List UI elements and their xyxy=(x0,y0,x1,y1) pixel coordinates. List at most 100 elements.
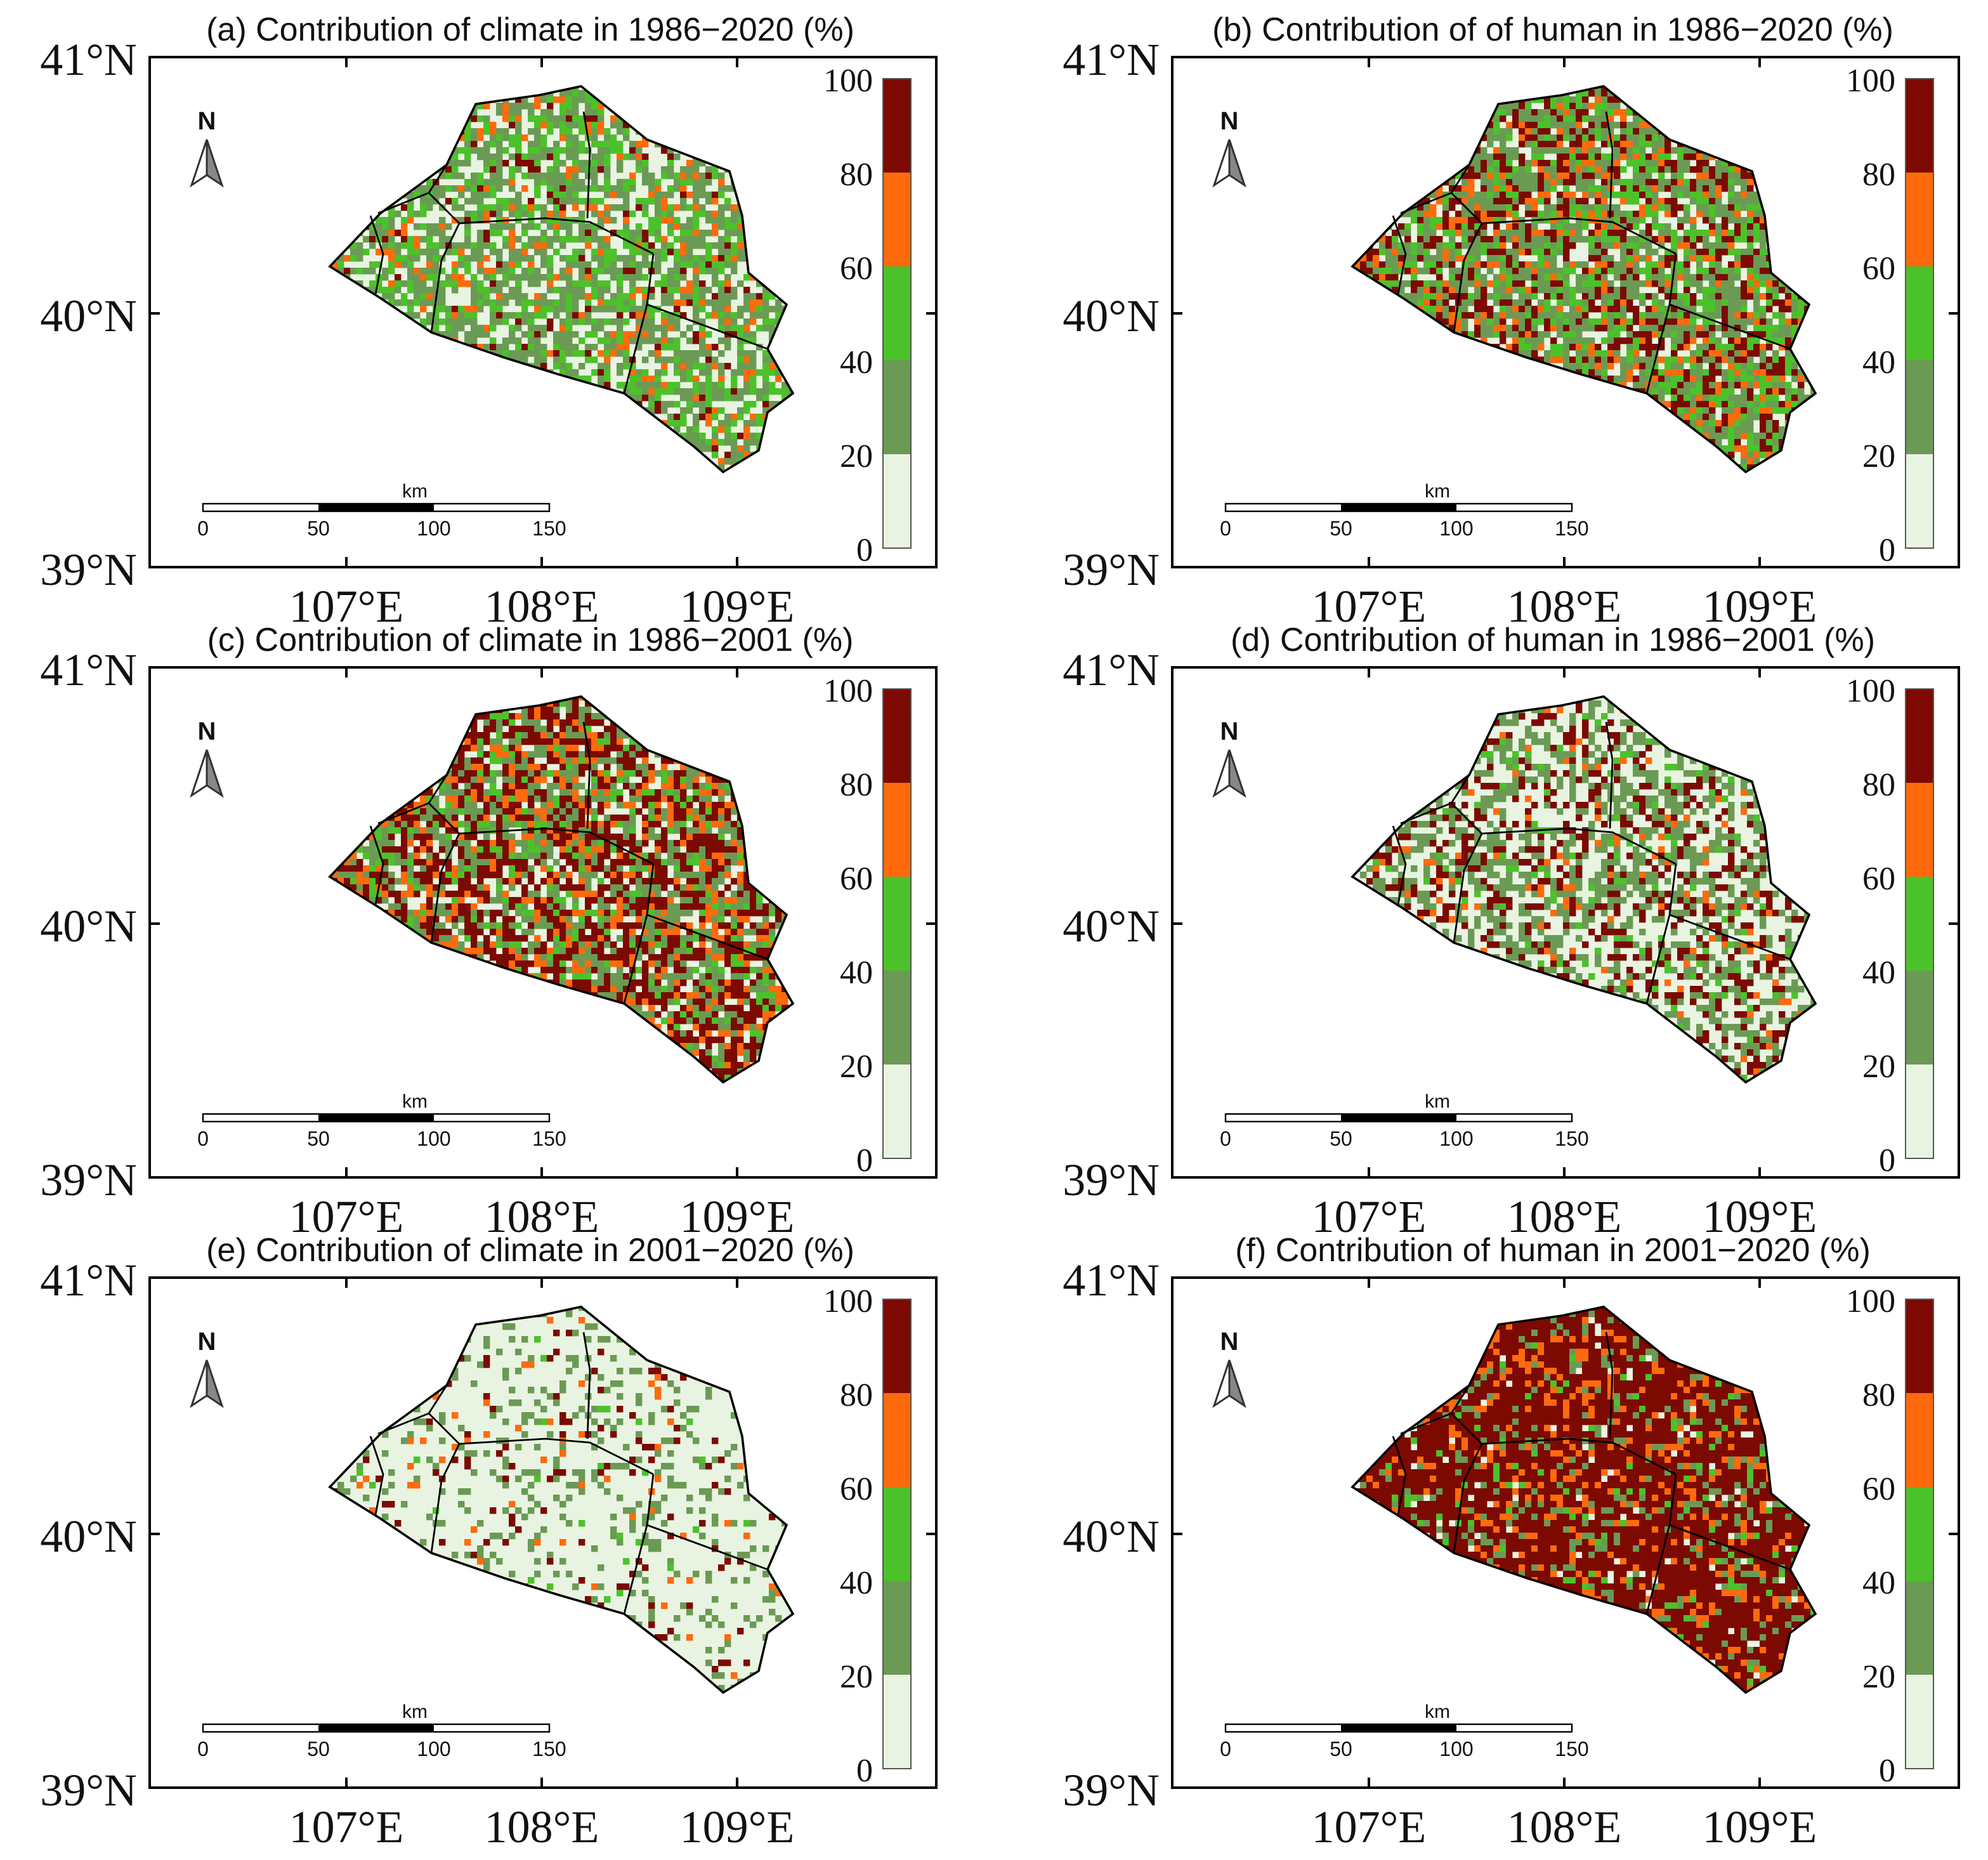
district-boundary xyxy=(1450,164,1470,193)
panel-title: (d) Contribution of human in 1986−2001 (… xyxy=(1231,622,1875,658)
lon-label: 108°E xyxy=(1507,1802,1622,1852)
colorbar: 100 80 60 40 20 0 xyxy=(1846,673,1934,1179)
colorbar-tick: 20 xyxy=(1862,1049,1895,1085)
lat-label: 40°N xyxy=(1063,291,1160,341)
scale-bar: km 0 50 100 150 xyxy=(197,1701,566,1760)
colorbar-tick: 0 xyxy=(1879,1753,1895,1789)
colorbar-tick: 80 xyxy=(1862,767,1895,803)
colorbar-segment xyxy=(1906,689,1933,783)
scale-tick: 150 xyxy=(532,1738,566,1760)
colorbar-segment xyxy=(1906,971,1933,1064)
lat-label: 40°N xyxy=(40,901,137,952)
colorbar-tick: 60 xyxy=(840,861,873,897)
district-boundary xyxy=(1605,721,1614,829)
district-boundary xyxy=(1669,1524,1791,1571)
scale-tick: 0 xyxy=(197,1738,209,1760)
district-boundary xyxy=(1605,111,1614,219)
lat-label: 39°N xyxy=(40,544,137,595)
district-boundary xyxy=(582,111,591,219)
colorbar: 100 80 60 40 20 0 xyxy=(1846,63,1934,568)
map-panel-c: (c) Contribution of climate in 1986−2001… xyxy=(40,622,938,1242)
lat-label: 41°N xyxy=(1063,34,1160,85)
colorbar-tick: 0 xyxy=(1879,532,1895,568)
north-arrow-icon: N xyxy=(1212,717,1246,798)
colorbar-tick: 0 xyxy=(856,1753,873,1789)
lat-label: 40°N xyxy=(40,1511,137,1562)
map-panel-e: (e) Contribution of climate in 2001−2020… xyxy=(40,1232,938,1852)
lon-label: 107°E xyxy=(1312,1191,1427,1242)
panel-title: (e) Contribution of climate in 2001−2020… xyxy=(206,1232,854,1269)
colorbar-tick: 40 xyxy=(1862,955,1895,991)
district-boundary xyxy=(1392,1436,1407,1516)
north-label: N xyxy=(1220,717,1239,745)
lat-label: 39°N xyxy=(1063,544,1160,595)
district-boundary xyxy=(646,303,768,350)
lat-label: 39°N xyxy=(1063,1155,1160,1205)
colorbar-segment xyxy=(1906,454,1933,548)
north-arrow-icon: N xyxy=(1212,107,1246,188)
colorbar-segment xyxy=(883,1393,911,1487)
colorbar-segment xyxy=(883,454,911,548)
scale-tick: 50 xyxy=(307,1738,330,1760)
scale-unit: km xyxy=(1425,481,1450,502)
colorbar-segment xyxy=(1906,360,1933,454)
colorbar-tick: 40 xyxy=(1862,344,1895,381)
scale-unit: km xyxy=(402,1091,428,1112)
lat-label: 41°N xyxy=(40,1255,137,1306)
district-boundary xyxy=(369,215,384,295)
scale-tick: 150 xyxy=(532,517,566,540)
colorbar-tick: 0 xyxy=(856,532,873,568)
colorbar-tick: 20 xyxy=(1862,438,1895,475)
district-boundary xyxy=(1392,215,1407,295)
north-label: N xyxy=(1220,107,1239,135)
lon-label: 109°E xyxy=(1703,1802,1817,1852)
district-boundary xyxy=(369,1436,384,1516)
contribution-raster xyxy=(328,1306,795,1694)
colorbar-tick: 100 xyxy=(1846,1283,1895,1320)
colorbar-tick: 100 xyxy=(1846,673,1895,709)
lat-label: 40°N xyxy=(1063,1511,1160,1562)
scale-tick: 0 xyxy=(1220,517,1231,540)
scale-tick: 100 xyxy=(417,1127,450,1150)
north-label: N xyxy=(198,717,216,745)
colorbar-tick: 80 xyxy=(840,767,873,803)
scale-unit: km xyxy=(1425,1701,1450,1722)
north-label: N xyxy=(198,107,216,135)
district-boundary xyxy=(428,1385,448,1414)
map-panel-d: (d) Contribution of human in 1986−2001 (… xyxy=(1063,622,1960,1242)
colorbar-tick: 40 xyxy=(840,344,873,381)
colorbar-segment xyxy=(883,971,911,1064)
lon-label: 107°E xyxy=(289,581,404,632)
lon-label: 107°E xyxy=(1312,1802,1427,1852)
district-boundary xyxy=(1481,1438,1677,1476)
colorbar: 100 80 60 40 20 0 xyxy=(1846,1283,1934,1789)
panel-title: (c) Contribution of climate in 1986−2001… xyxy=(207,622,854,658)
scale-unit: km xyxy=(402,1701,428,1722)
colorbar-tick: 100 xyxy=(823,1283,873,1320)
district-boundary xyxy=(428,775,448,804)
colorbar: 100 80 60 40 20 0 xyxy=(823,1283,912,1789)
lon-label: 109°E xyxy=(680,1802,795,1852)
lat-label: 41°N xyxy=(40,34,137,85)
scale-tick: 50 xyxy=(1330,1738,1352,1760)
panel-title: (a) Contribution of climate in 1986−2020… xyxy=(206,11,854,48)
scale-tick: 100 xyxy=(417,1738,450,1760)
district-boundary xyxy=(1450,1385,1470,1414)
scale-tick: 50 xyxy=(1330,517,1352,540)
lon-label: 108°E xyxy=(1507,1191,1622,1242)
scale-tick: 100 xyxy=(1439,1738,1473,1760)
scale-tick: 0 xyxy=(197,1127,209,1150)
north-arrow-icon: N xyxy=(190,1328,224,1408)
lat-label: 41°N xyxy=(1063,1255,1160,1306)
lon-label: 109°E xyxy=(1703,1191,1817,1242)
scale-tick: 0 xyxy=(197,517,209,540)
district-boundary xyxy=(428,164,448,193)
lat-label: 39°N xyxy=(40,1155,137,1205)
scale-tick: 0 xyxy=(1220,1738,1231,1760)
colorbar-tick: 100 xyxy=(823,63,873,99)
colorbar-segment xyxy=(1906,1581,1933,1675)
lat-label: 40°N xyxy=(1063,901,1160,952)
district-boundary xyxy=(459,827,654,865)
colorbar-segment xyxy=(1906,1299,1933,1393)
lat-label: 39°N xyxy=(40,1765,137,1816)
